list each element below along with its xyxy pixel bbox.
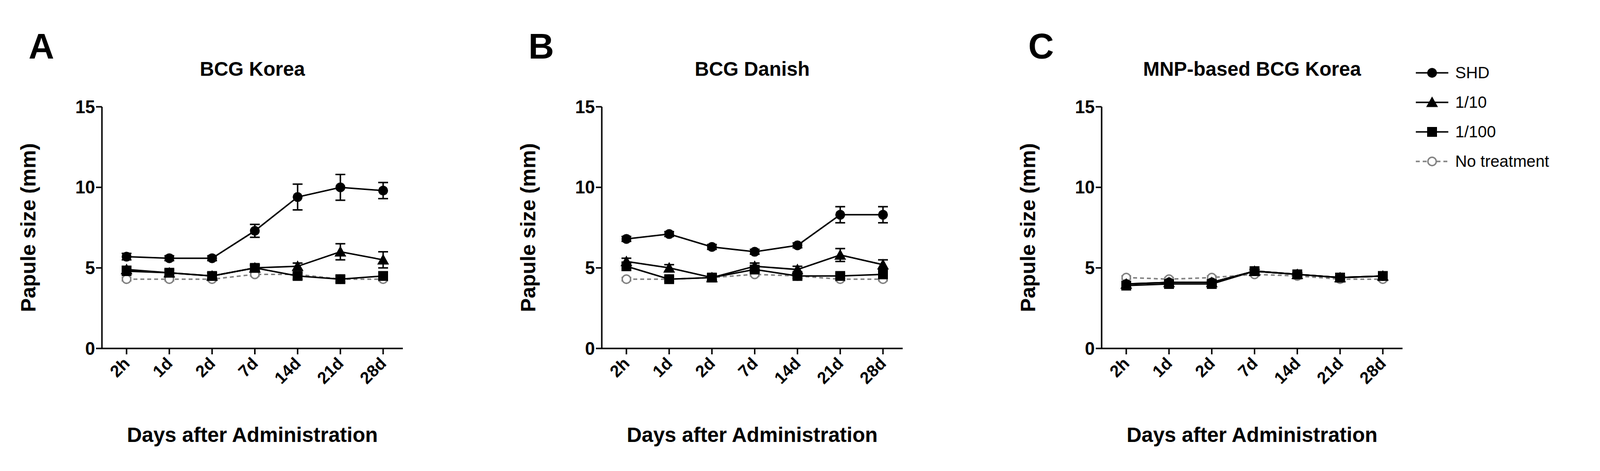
svg-text:10: 10 (575, 177, 595, 198)
html-text:A: A (28, 26, 55, 66)
html-text:B: B (528, 26, 555, 66)
svg-text:7d: 7d (734, 354, 762, 382)
svg-text:21d: 21d (1312, 354, 1347, 388)
svg-text:5: 5 (1084, 258, 1095, 279)
svg-text:5: 5 (85, 258, 96, 279)
svg-text:28d: 28d (356, 354, 390, 388)
svg-text:2h: 2h (1106, 354, 1134, 382)
svg-text:21d: 21d (313, 354, 347, 388)
svg-text:Papule size (mm): Papule size (mm) (1016, 143, 1040, 313)
html-text:1/100: 1/100 (1455, 122, 1496, 141)
svg-text:2h: 2h (606, 354, 634, 382)
svg-text:1d: 1d (148, 354, 176, 382)
html-text:1/10: 1/10 (1455, 93, 1487, 112)
svg-text:2d: 2d (1191, 354, 1219, 382)
svg-text:21d: 21d (813, 354, 847, 388)
svg-text:0: 0 (585, 338, 595, 360)
html-text:BCG Korea: BCG Korea (199, 58, 305, 80)
svg-text:Days after Administration: Days after Administration (1126, 423, 1378, 447)
svg-text:0: 0 (85, 338, 96, 360)
svg-text:Papule size (mm): Papule size (mm) (516, 143, 540, 313)
html-text:C: C (1028, 26, 1054, 66)
svg-text:28d: 28d (855, 354, 890, 388)
svg-text:5: 5 (585, 258, 595, 279)
html-text:SHD: SHD (1455, 63, 1490, 82)
svg-text:28d: 28d (1355, 354, 1390, 388)
svg-text:7d: 7d (1234, 354, 1262, 382)
svg-text:14d: 14d (770, 354, 804, 388)
svg-text:1d: 1d (1148, 354, 1176, 382)
svg-text:14d: 14d (270, 354, 304, 388)
svg-text:0: 0 (1084, 338, 1095, 360)
svg-text:14d: 14d (1270, 354, 1304, 388)
html-text:BCG Danish: BCG Danish (694, 58, 810, 80)
svg-text:2d: 2d (191, 354, 219, 382)
svg-text:15: 15 (575, 97, 595, 118)
svg-text:15: 15 (75, 97, 96, 118)
svg-text:2d: 2d (691, 354, 719, 382)
svg-text:2h: 2h (106, 354, 134, 382)
svg-text:10: 10 (75, 177, 96, 198)
svg-text:Days after Administration: Days after Administration (626, 423, 879, 447)
svg-text:15: 15 (1075, 97, 1095, 118)
svg-text:Days after Administration: Days after Administration (127, 423, 379, 447)
svg-text:Papule size (mm): Papule size (mm) (16, 143, 40, 313)
html-text:MNP-based BCG Korea: MNP-based BCG Korea (1143, 58, 1362, 80)
svg-text:10: 10 (1075, 177, 1095, 198)
svg-text:1d: 1d (648, 354, 676, 382)
html-text:No treatment: No treatment (1455, 152, 1550, 171)
svg-text:7d: 7d (234, 354, 262, 382)
